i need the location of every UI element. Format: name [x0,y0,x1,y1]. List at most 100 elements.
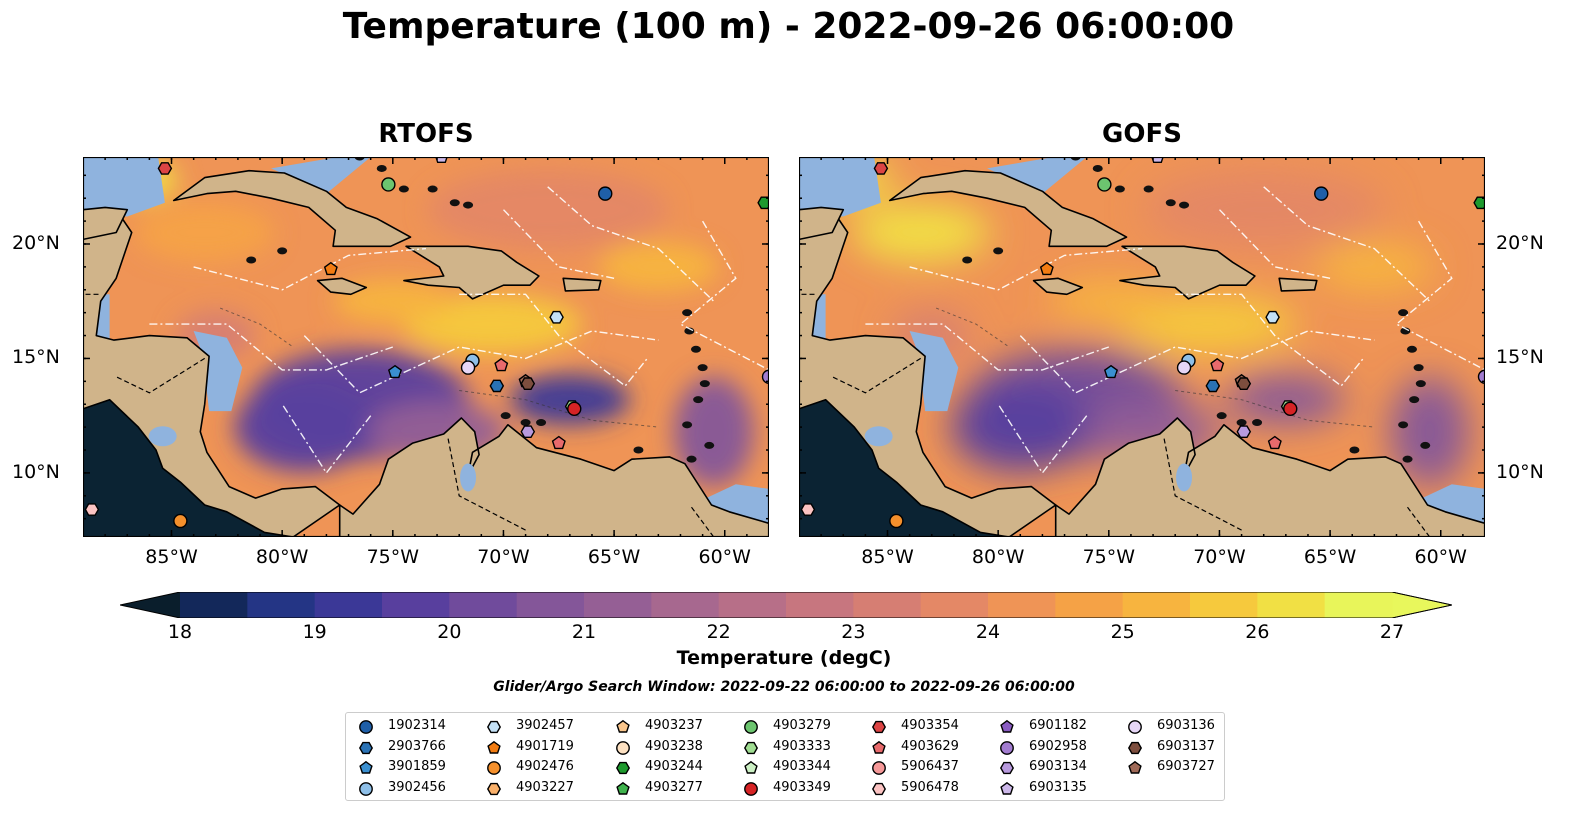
lon-tick-label: 80°W [971,546,1025,568]
island [697,364,708,372]
eez-boundary [1395,220,1485,371]
legend-marker [871,720,887,734]
island [693,396,704,404]
legend-label: 4901719 [516,738,574,754]
colorbar-segment [718,592,787,618]
colorbar-segment [920,592,989,618]
country-border [1163,438,1242,531]
float-marker-3901859 [387,364,403,379]
float-marker-4903244 [1473,196,1485,210]
legend-marker [1127,741,1143,754]
legend-marker [872,740,886,754]
legend-marker [872,761,886,775]
colorbar-under-arrow [120,592,180,618]
land-mass [403,245,540,300]
legend-label: 4903354 [901,718,959,733]
legend-marker [744,781,758,796]
float-marker-4903629 [551,435,566,450]
island [633,446,644,454]
float-marker-3902457 [549,310,564,324]
eez-boundary [865,323,1110,371]
figure-title: Temperature (100 m) - 2022-09-26 06:00:0… [342,6,1235,47]
eez-boundary [679,220,769,371]
colorbar-tick-label: 20 [437,621,462,643]
colorbar-over-arrow [1391,592,1452,618]
island [1143,185,1154,193]
legend-marker [1128,720,1142,734]
country-border [831,357,922,394]
colorbar-segment [988,592,1056,618]
float-marker-3901859 [1103,364,1119,379]
island [449,199,460,207]
island [376,164,387,172]
legend-marker [615,761,631,775]
island [1420,441,1431,449]
land-mass [83,206,129,241]
land-mass [799,206,845,241]
island [1413,364,1424,372]
eez-boundary [1218,209,1331,279]
land-mass [338,417,769,537]
lon-tick-label: 60°W [1414,546,1467,568]
land-mass [316,277,368,296]
float-marker-4903349 [567,401,582,417]
legend-label: 4903279 [773,718,831,733]
float-marker-4903629 [1210,357,1225,372]
legend-label: 5906437 [901,759,959,774]
legend-label: 6903137 [1157,738,1215,754]
legend-label: 4903238 [645,738,703,754]
land-mass [1119,245,1256,300]
island [962,256,973,264]
eez-boundary [149,323,394,371]
land-mass [888,169,1128,248]
legend-label: 4903244 [645,759,703,774]
float-marker-2903766 [1205,379,1221,393]
map-frame [799,157,1485,537]
legend-label: 6903727 [1157,759,1215,774]
legend-marker [359,781,373,796]
float-marker-4903279 [381,177,396,192]
float-marker-6903137 [1236,377,1252,391]
legend-label: 4903277 [645,779,703,795]
lat-tick-label-left: 10°N [12,460,60,483]
lon-tick-label: 75°W [1082,546,1136,568]
land-mass [83,208,341,537]
float-marker-6903134 [1236,425,1252,438]
float-marker-4903354 [873,162,889,175]
land-mass [562,277,602,292]
colorbar-segment [1257,592,1326,618]
colorbar-tick-label: 23 [841,621,866,643]
island [1349,446,1360,454]
lon-tick-label: 80°W [255,546,309,568]
float-marker-6903137 [520,377,536,391]
legend-label: 6901182 [1029,718,1087,733]
map-frame [83,157,769,537]
legend-label: 6903134 [1029,759,1087,774]
legend-marker [1000,719,1014,733]
island [1092,164,1103,172]
float-marker-6903135 [435,157,448,164]
float-marker-4901719 [323,261,338,276]
island [1216,412,1227,420]
float-marker-4902476 [889,513,904,529]
legend-marker [616,719,630,733]
eez-boundary [459,293,648,387]
colorbar-tick-label: 24 [975,621,1001,643]
island [520,419,531,427]
eez-boundary [193,247,427,291]
land-mass [1054,417,1485,537]
legend-marker [486,782,502,795]
float-marker-6903136 [460,360,476,375]
float-marker-4903354 [157,162,173,175]
legend-marker [616,781,630,795]
depth-contour [459,390,659,428]
colorbar-segment [1055,592,1124,618]
island [1114,185,1125,193]
legend-label: 5906478 [901,779,959,795]
colorbar-tick-label: 18 [167,621,193,643]
land-mass [1278,277,1318,292]
lon-tick-label: 60°W [698,546,751,568]
island [699,380,710,388]
float-marker-4903244 [757,196,769,210]
island [690,345,701,353]
